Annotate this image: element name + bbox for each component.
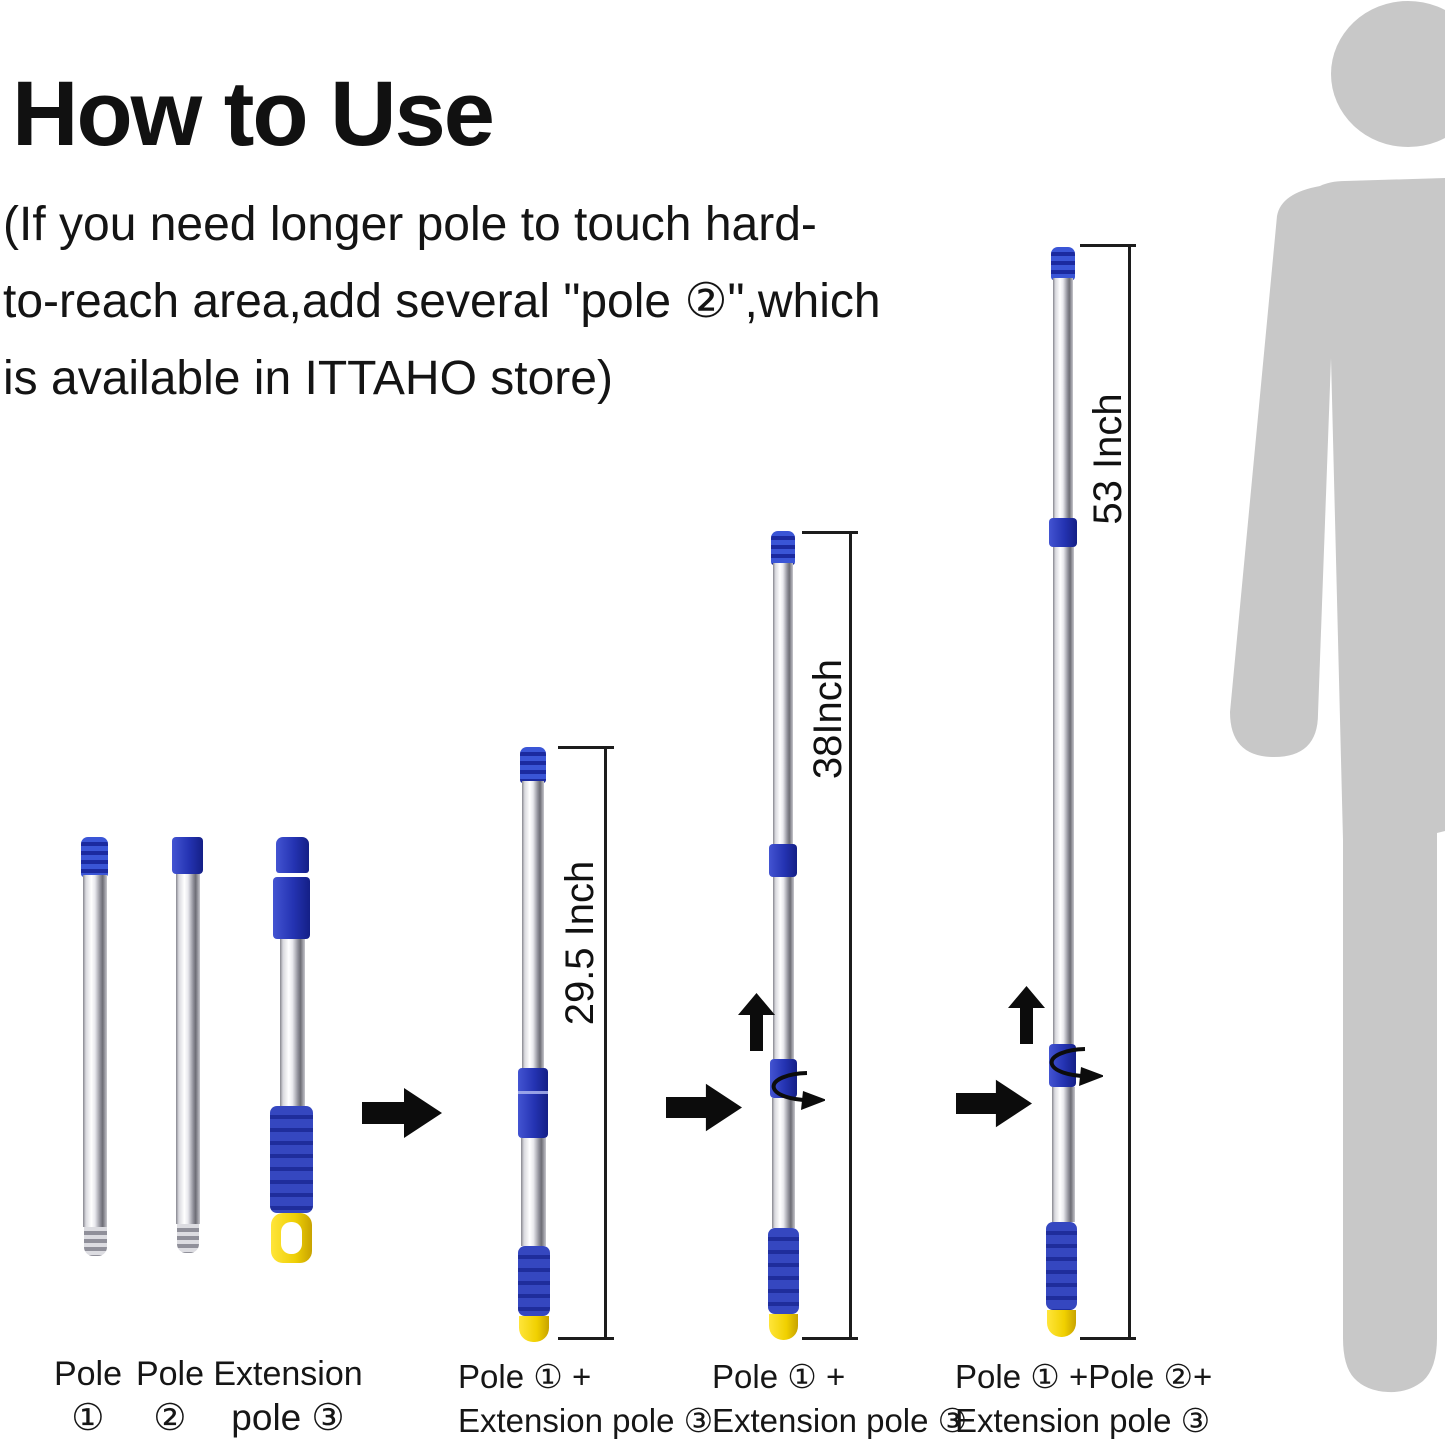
- assembly2-joint-collar: [769, 844, 797, 877]
- measure1-bottom-tick: [558, 1337, 614, 1340]
- measure1-top-tick: [558, 746, 614, 749]
- assembly1-threaded-tip: [520, 747, 546, 783]
- assembly2-upper-shaft: [773, 563, 793, 844]
- right-arrow-icon: [666, 1083, 742, 1132]
- assembly1-grip: [518, 1246, 550, 1316]
- measure1-length-label: 29.5 Inch: [557, 860, 602, 1026]
- pole2-shaft: [176, 874, 200, 1224]
- pole3-shaft: [280, 939, 305, 1106]
- pole3-end-cap: [276, 837, 309, 873]
- measure2-length-label: 38Inch: [805, 658, 850, 780]
- pole2-end-cap: [172, 837, 203, 874]
- pole3-grip: [270, 1106, 313, 1213]
- pole3-locking-collar: [273, 877, 310, 939]
- hang-loop-hole: [281, 1222, 302, 1254]
- person-silhouette: [1230, 1, 1445, 1393]
- assembly1-lower-shaft: [521, 1138, 546, 1246]
- measure3-top-tick: [1080, 244, 1136, 247]
- intro-line-3: is available in ITTAHO store): [3, 352, 613, 405]
- assembly1-upper-shaft: [522, 781, 544, 1068]
- connector-seam: [518, 1091, 548, 1094]
- assembly3-lower-shaft: [1052, 1087, 1075, 1222]
- measure2-top-tick: [802, 531, 858, 534]
- part-label-pole3: Extension pole ③: [213, 1355, 363, 1438]
- rotate-twist-arrow-icon: [1049, 1047, 1103, 1086]
- page-title: How to Use: [12, 63, 495, 165]
- assembly3-caption: Pole ① +Pole ②+ Extension pole ③: [955, 1358, 1213, 1439]
- assembly3-grip: [1046, 1222, 1077, 1310]
- right-arrow-icon: [362, 1088, 442, 1138]
- part-label-pole1: Pole ①: [53, 1355, 123, 1438]
- assembly1-caption: Pole ① + Extension pole ③: [458, 1358, 714, 1439]
- measure3-bottom-tick: [1080, 1337, 1136, 1340]
- up-arrow-icon: [738, 993, 775, 1051]
- pole3-hang-loop: [271, 1213, 312, 1263]
- assembly2-middle-shaft: [773, 877, 794, 1059]
- part-label-pole2: Pole ②: [135, 1355, 205, 1438]
- assembly3-joint-collar: [1049, 518, 1077, 547]
- right-arrow-icon: [956, 1079, 1032, 1128]
- assembly3-upper-shaft: [1053, 278, 1073, 518]
- pole1-shaft: [83, 875, 107, 1227]
- assembly3-threaded-tip: [1051, 247, 1075, 280]
- assembly3-yellow-tip: [1047, 1310, 1076, 1337]
- rotate-twist-arrow-icon: [771, 1071, 825, 1110]
- assembly1-connector: [518, 1068, 548, 1138]
- intro-line-1: (If you need longer pole to touch hard-: [3, 198, 817, 251]
- assembly2-threaded-tip: [771, 531, 795, 565]
- assembly2-yellow-tip: [769, 1314, 798, 1340]
- assembly2-grip: [768, 1228, 799, 1314]
- assembly2-lower-shaft: [772, 1098, 795, 1228]
- measure2-line: [849, 532, 852, 1340]
- measure1-line: [604, 747, 607, 1340]
- assembly3-middle-shaft: [1053, 547, 1074, 1044]
- pole2-bottom-threads: [177, 1224, 199, 1253]
- up-arrow-icon: [1008, 986, 1045, 1044]
- intro-paragraph: (If you need longer pole to touch hard- …: [3, 186, 881, 417]
- measure3-length-label: 53 Inch: [1085, 393, 1130, 525]
- measure2-bottom-tick: [802, 1337, 858, 1340]
- pole1-threaded-tip: [81, 837, 108, 877]
- pole1-bottom-threads: [84, 1227, 107, 1256]
- intro-line-2: to-reach area,add several "pole ②",which: [3, 275, 881, 328]
- assembly2-caption: Pole ① + Extension pole ③: [712, 1358, 968, 1439]
- assembly1-yellow-tip: [519, 1316, 549, 1342]
- measure3-line: [1128, 245, 1131, 1340]
